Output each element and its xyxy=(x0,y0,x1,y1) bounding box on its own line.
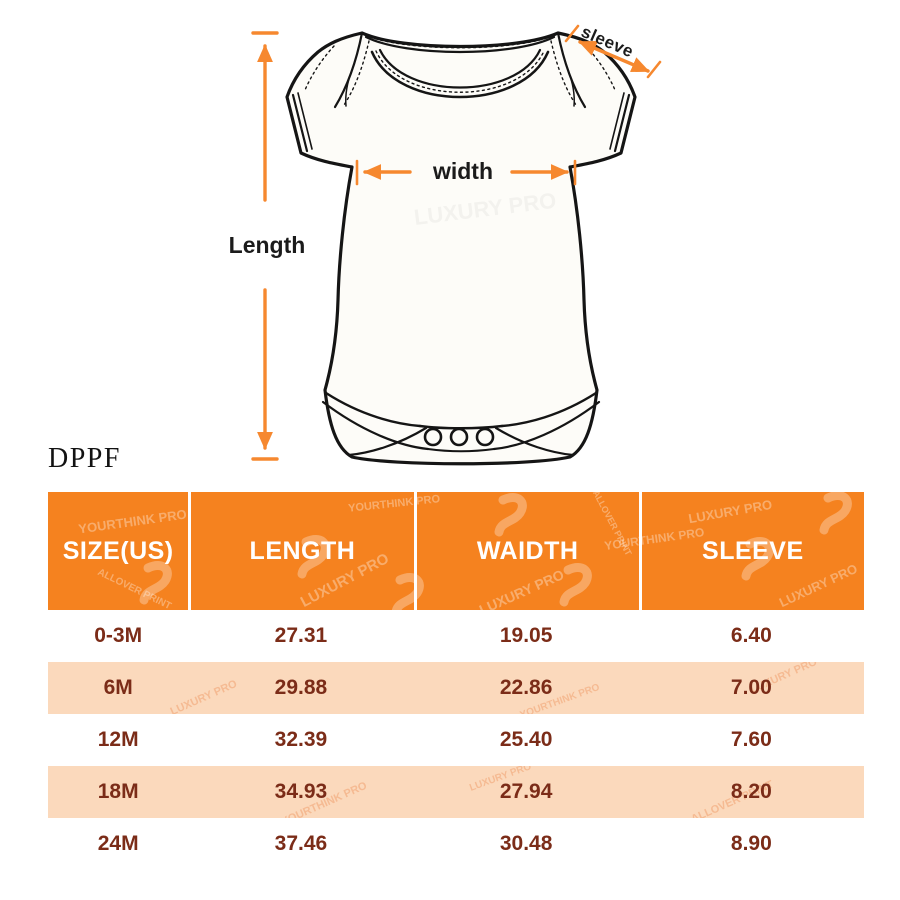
table-row: 24M 37.46 30.48 8.90 xyxy=(48,818,864,870)
cell-length: 34.93 xyxy=(274,780,328,803)
table-header-row: YOURTHINK PRO LUXURY PRO ALLOVER PRINT L… xyxy=(48,492,864,610)
snap-button xyxy=(423,427,443,447)
cell-size: 12M xyxy=(97,728,139,751)
sleeve-arrow xyxy=(564,24,662,79)
cell-length: 32.39 xyxy=(274,728,328,751)
table-row: YOURTHINK PRO LUXURY PRO ALLOVER PRINT 1… xyxy=(48,766,864,818)
bodysuit-diagram: LUXURY PRO xyxy=(285,31,637,466)
cell-waidth: 22.86 xyxy=(499,676,553,699)
measurement-arrows xyxy=(251,24,662,461)
column-header-waidth: WAIDTH xyxy=(413,492,639,610)
cell-sleeve: 6.40 xyxy=(730,624,772,647)
brand-name: DPPF xyxy=(48,443,121,474)
width-arrow xyxy=(355,159,577,186)
cell-size: 6M xyxy=(103,676,133,699)
size-table: YOURTHINK PRO LUXURY PRO ALLOVER PRINT L… xyxy=(48,492,864,870)
column-header-length: LENGTH xyxy=(188,492,413,610)
cell-sleeve: 7.00 xyxy=(730,676,772,699)
cell-size: 18M xyxy=(97,780,139,803)
cell-waidth: 30.48 xyxy=(499,832,553,855)
table-row: 12M 32.39 25.40 7.60 xyxy=(48,714,864,766)
length-arrow xyxy=(251,31,279,461)
cell-length: 27.31 xyxy=(274,624,328,647)
cell-waidth: 25.40 xyxy=(499,728,553,751)
cell-waidth: 27.94 xyxy=(499,780,553,803)
table-row: 0-3M 27.31 19.05 6.40 xyxy=(48,610,864,662)
cell-size: 0-3M xyxy=(94,624,143,647)
cell-sleeve: 8.20 xyxy=(730,780,772,803)
column-header-sleeve: SLEEVE xyxy=(638,492,864,610)
snap-button xyxy=(449,427,469,447)
table-row: LUXURY PRO YOURTHINK PRO LUXURY PRO 6M 2… xyxy=(48,662,864,714)
length-label: Length xyxy=(228,232,306,258)
cell-sleeve: 8.90 xyxy=(730,832,772,855)
cell-waidth: 19.05 xyxy=(499,624,553,647)
cell-sleeve: 7.60 xyxy=(730,728,772,751)
snap-button xyxy=(475,427,495,447)
cell-length: 29.88 xyxy=(274,676,328,699)
cell-size: 24M xyxy=(97,832,139,855)
column-header-size: SIZE(US) xyxy=(62,536,174,565)
cell-length: 37.46 xyxy=(274,832,328,855)
width-label: width xyxy=(432,158,494,184)
